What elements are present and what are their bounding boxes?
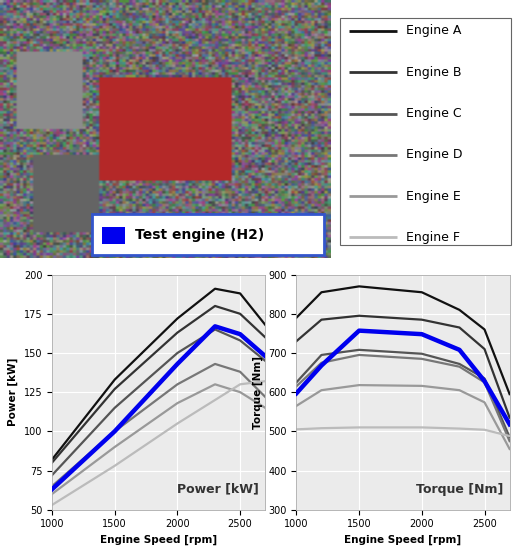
Text: Engine D: Engine D xyxy=(406,148,463,161)
Y-axis label: Torque [Nm]: Torque [Nm] xyxy=(252,356,263,429)
Y-axis label: Power [kW]: Power [kW] xyxy=(8,358,18,427)
Text: Torque [Nm]: Torque [Nm] xyxy=(416,483,503,496)
Text: Engine F: Engine F xyxy=(406,231,460,244)
Text: Test engine (H2): Test engine (H2) xyxy=(135,228,265,242)
Text: Power [kW]: Power [kW] xyxy=(177,483,259,496)
X-axis label: Engine Speed [rpm]: Engine Speed [rpm] xyxy=(100,535,217,545)
X-axis label: Engine Speed [rpm]: Engine Speed [rpm] xyxy=(344,535,462,545)
Text: Engine E: Engine E xyxy=(406,189,461,203)
Bar xyxy=(102,227,125,244)
Bar xyxy=(340,18,511,245)
Text: Engine C: Engine C xyxy=(406,107,462,120)
Text: Engine A: Engine A xyxy=(406,24,461,38)
Bar xyxy=(93,214,323,255)
Text: Engine B: Engine B xyxy=(406,66,462,79)
